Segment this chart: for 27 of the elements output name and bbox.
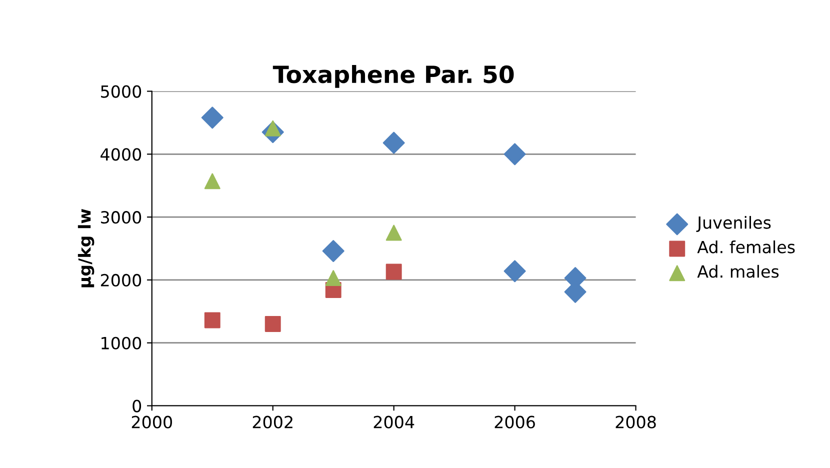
y-tick-label: 0 xyxy=(132,400,142,412)
point xyxy=(264,316,281,332)
y-tick-label: 1000 xyxy=(102,336,142,350)
x-tick-label: 2006 xyxy=(494,416,535,428)
y-tick-label: 3000 xyxy=(101,211,142,224)
point xyxy=(204,173,220,190)
y-axis-title: µg/kg lw xyxy=(78,208,94,288)
x-tick-label: 2004 xyxy=(374,416,414,428)
x-tick-label: 2000 xyxy=(132,416,172,428)
legend-label: Ad. females xyxy=(697,240,795,254)
point xyxy=(386,224,402,241)
point xyxy=(204,312,220,328)
point xyxy=(504,143,526,166)
y-tick-label: 2000 xyxy=(100,274,142,287)
x-tick-label: 2008 xyxy=(616,416,656,428)
y-tick-label: 4000 xyxy=(100,148,142,161)
point xyxy=(382,132,405,154)
y-tick-label: 5000 xyxy=(101,85,142,98)
x-tick-label: 2002 xyxy=(252,416,292,428)
point xyxy=(322,240,344,262)
legend-label: Ad. males xyxy=(697,264,779,278)
point xyxy=(201,106,224,129)
point xyxy=(504,260,526,282)
chart-title: Toxaphene Par. 50 xyxy=(272,64,514,88)
point xyxy=(386,264,402,280)
legend-label: Juveniles xyxy=(696,216,771,232)
point xyxy=(325,270,342,286)
